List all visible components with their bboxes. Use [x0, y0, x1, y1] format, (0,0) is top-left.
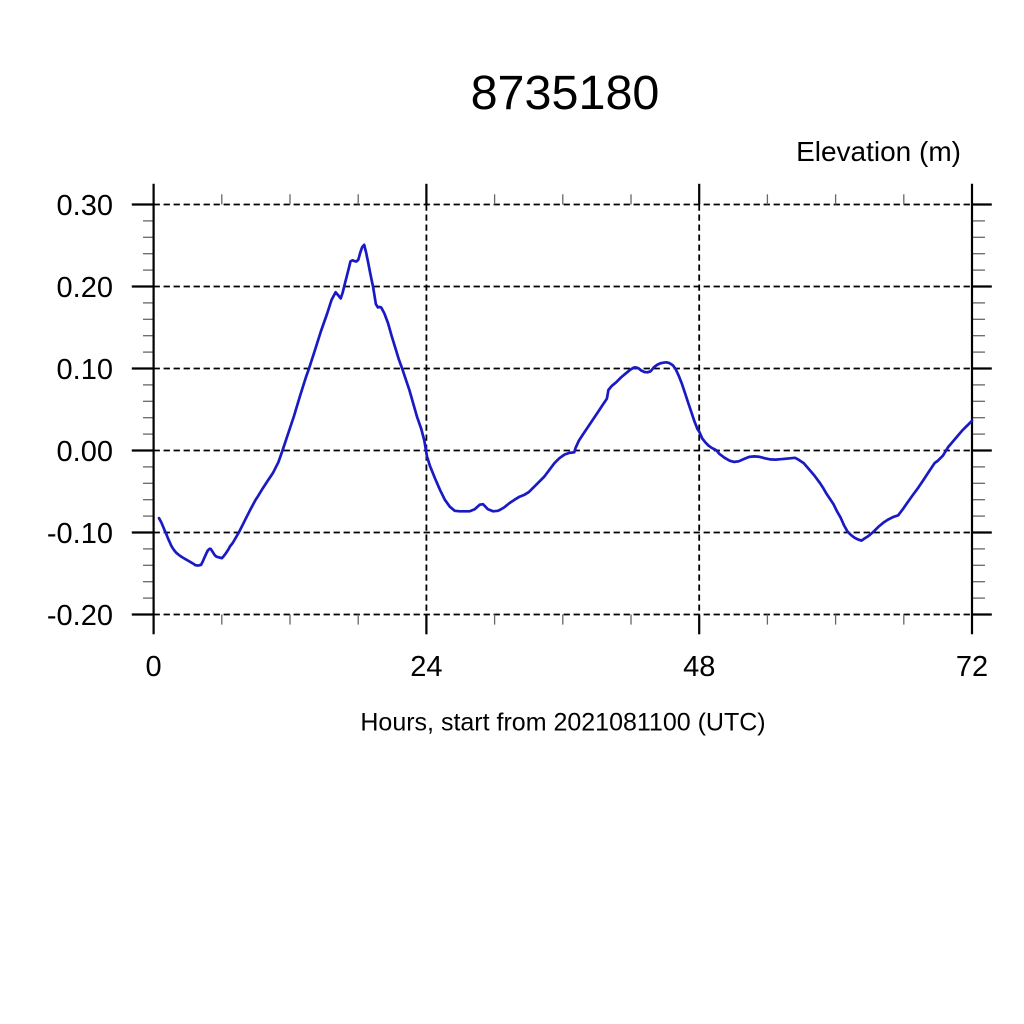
svg-text:-0.10: -0.10 — [47, 518, 113, 550]
svg-text:48: 48 — [683, 651, 715, 683]
svg-text:0.00: 0.00 — [57, 436, 113, 468]
svg-text:Hours, start from 2021081100 (: Hours, start from 2021081100 (UTC) — [360, 708, 765, 736]
svg-text:0.30: 0.30 — [57, 190, 113, 222]
svg-text:0: 0 — [146, 651, 162, 683]
svg-text:8735180: 8735180 — [471, 66, 660, 120]
svg-text:Elevation (m): Elevation (m) — [796, 136, 961, 167]
svg-text:-0.20: -0.20 — [47, 600, 113, 632]
svg-text:0.20: 0.20 — [57, 272, 113, 304]
svg-text:72: 72 — [956, 651, 988, 683]
svg-text:0.10: 0.10 — [57, 354, 113, 386]
svg-text:24: 24 — [410, 651, 442, 683]
